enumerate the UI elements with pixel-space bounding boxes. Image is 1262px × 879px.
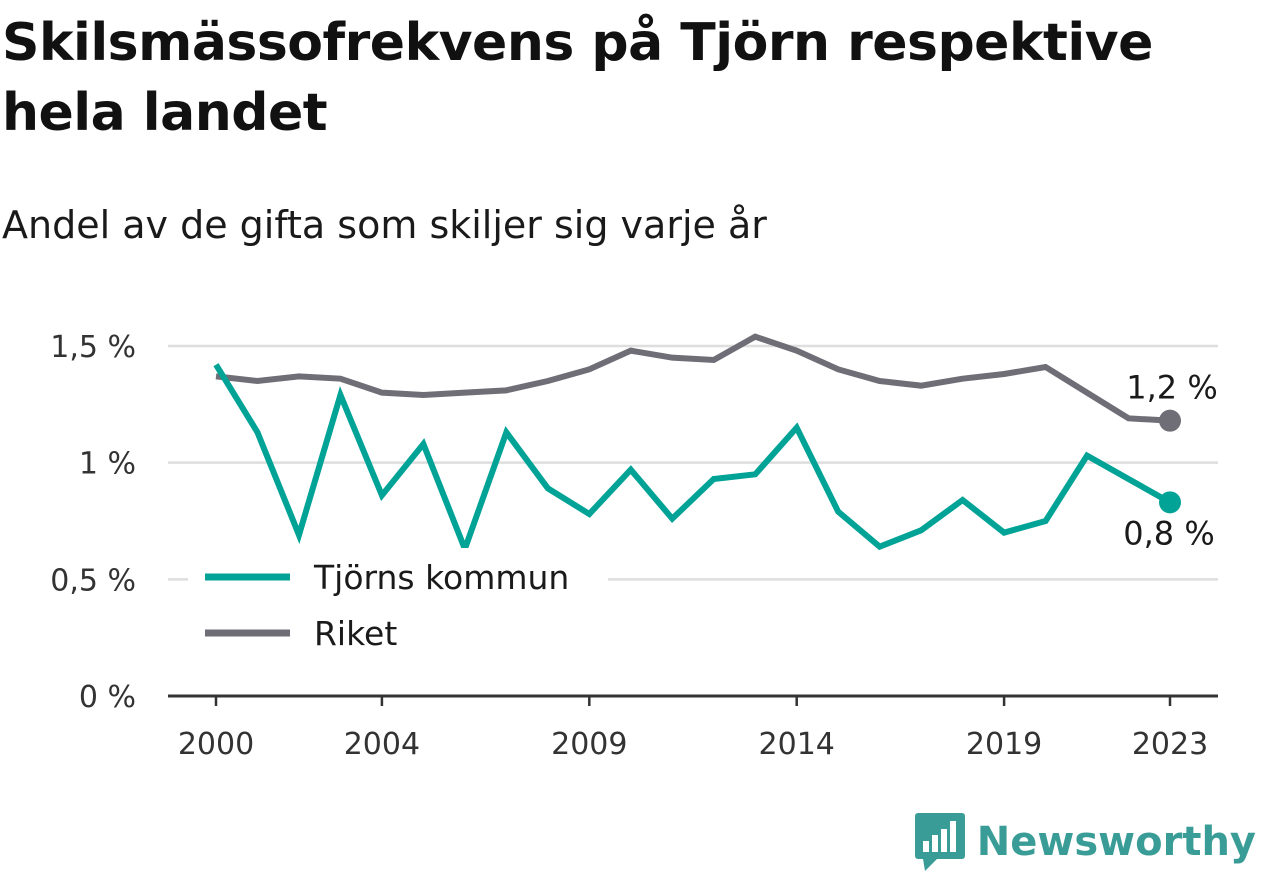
x-tick-label: 2023	[1132, 727, 1208, 762]
y-tick-label: 1 %	[79, 447, 136, 482]
x-tick-label: 2014	[759, 727, 835, 762]
end-labels: 1,2 % 0,8 %	[1123, 369, 1217, 553]
y-tick-label: 0,5 %	[50, 563, 136, 598]
y-tick-label: 0 %	[79, 680, 136, 715]
legend-background	[188, 548, 608, 666]
series-lines	[213, 333, 1181, 558]
gridlines	[168, 344, 1218, 581]
y-tick-label: 1,5 %	[50, 330, 136, 365]
x-tick-label: 2004	[344, 727, 420, 762]
end-label-riket: 1,2 %	[1126, 369, 1217, 407]
chart-subtitle: Andel av de gifta som skiljer sig varje …	[2, 203, 767, 247]
x-tick-label: 2009	[551, 727, 627, 762]
x-axis: 2000 2004 2009 2014 2019 2023	[168, 694, 1218, 762]
series-line-riket	[215, 333, 1171, 424]
end-label-tjorns-kommun: 0,8 %	[1123, 514, 1214, 552]
legend: Tjörns kommun Riket	[188, 548, 608, 666]
y-axis-ticks: 0 % 0,5 % 1 % 1,5 %	[50, 330, 136, 715]
x-tick-label: 2019	[966, 727, 1042, 762]
legend-label: Tjörns kommun	[313, 558, 569, 597]
x-tick-label: 2000	[178, 727, 254, 762]
end-point-riket	[1159, 409, 1181, 432]
legend-label: Riket	[314, 614, 397, 653]
series-line-tjorns-kommun	[213, 363, 1172, 558]
brand-logo: Newsworthy	[914, 813, 1256, 871]
bar-chart-speech-bubble-icon	[914, 813, 965, 871]
brand-name: Newsworthy	[976, 819, 1256, 865]
chart-title: Skilsmässofrekvens på Tjörn respektive h…	[2, 13, 1153, 143]
end-point-tjorns-kommun	[1159, 491, 1181, 514]
